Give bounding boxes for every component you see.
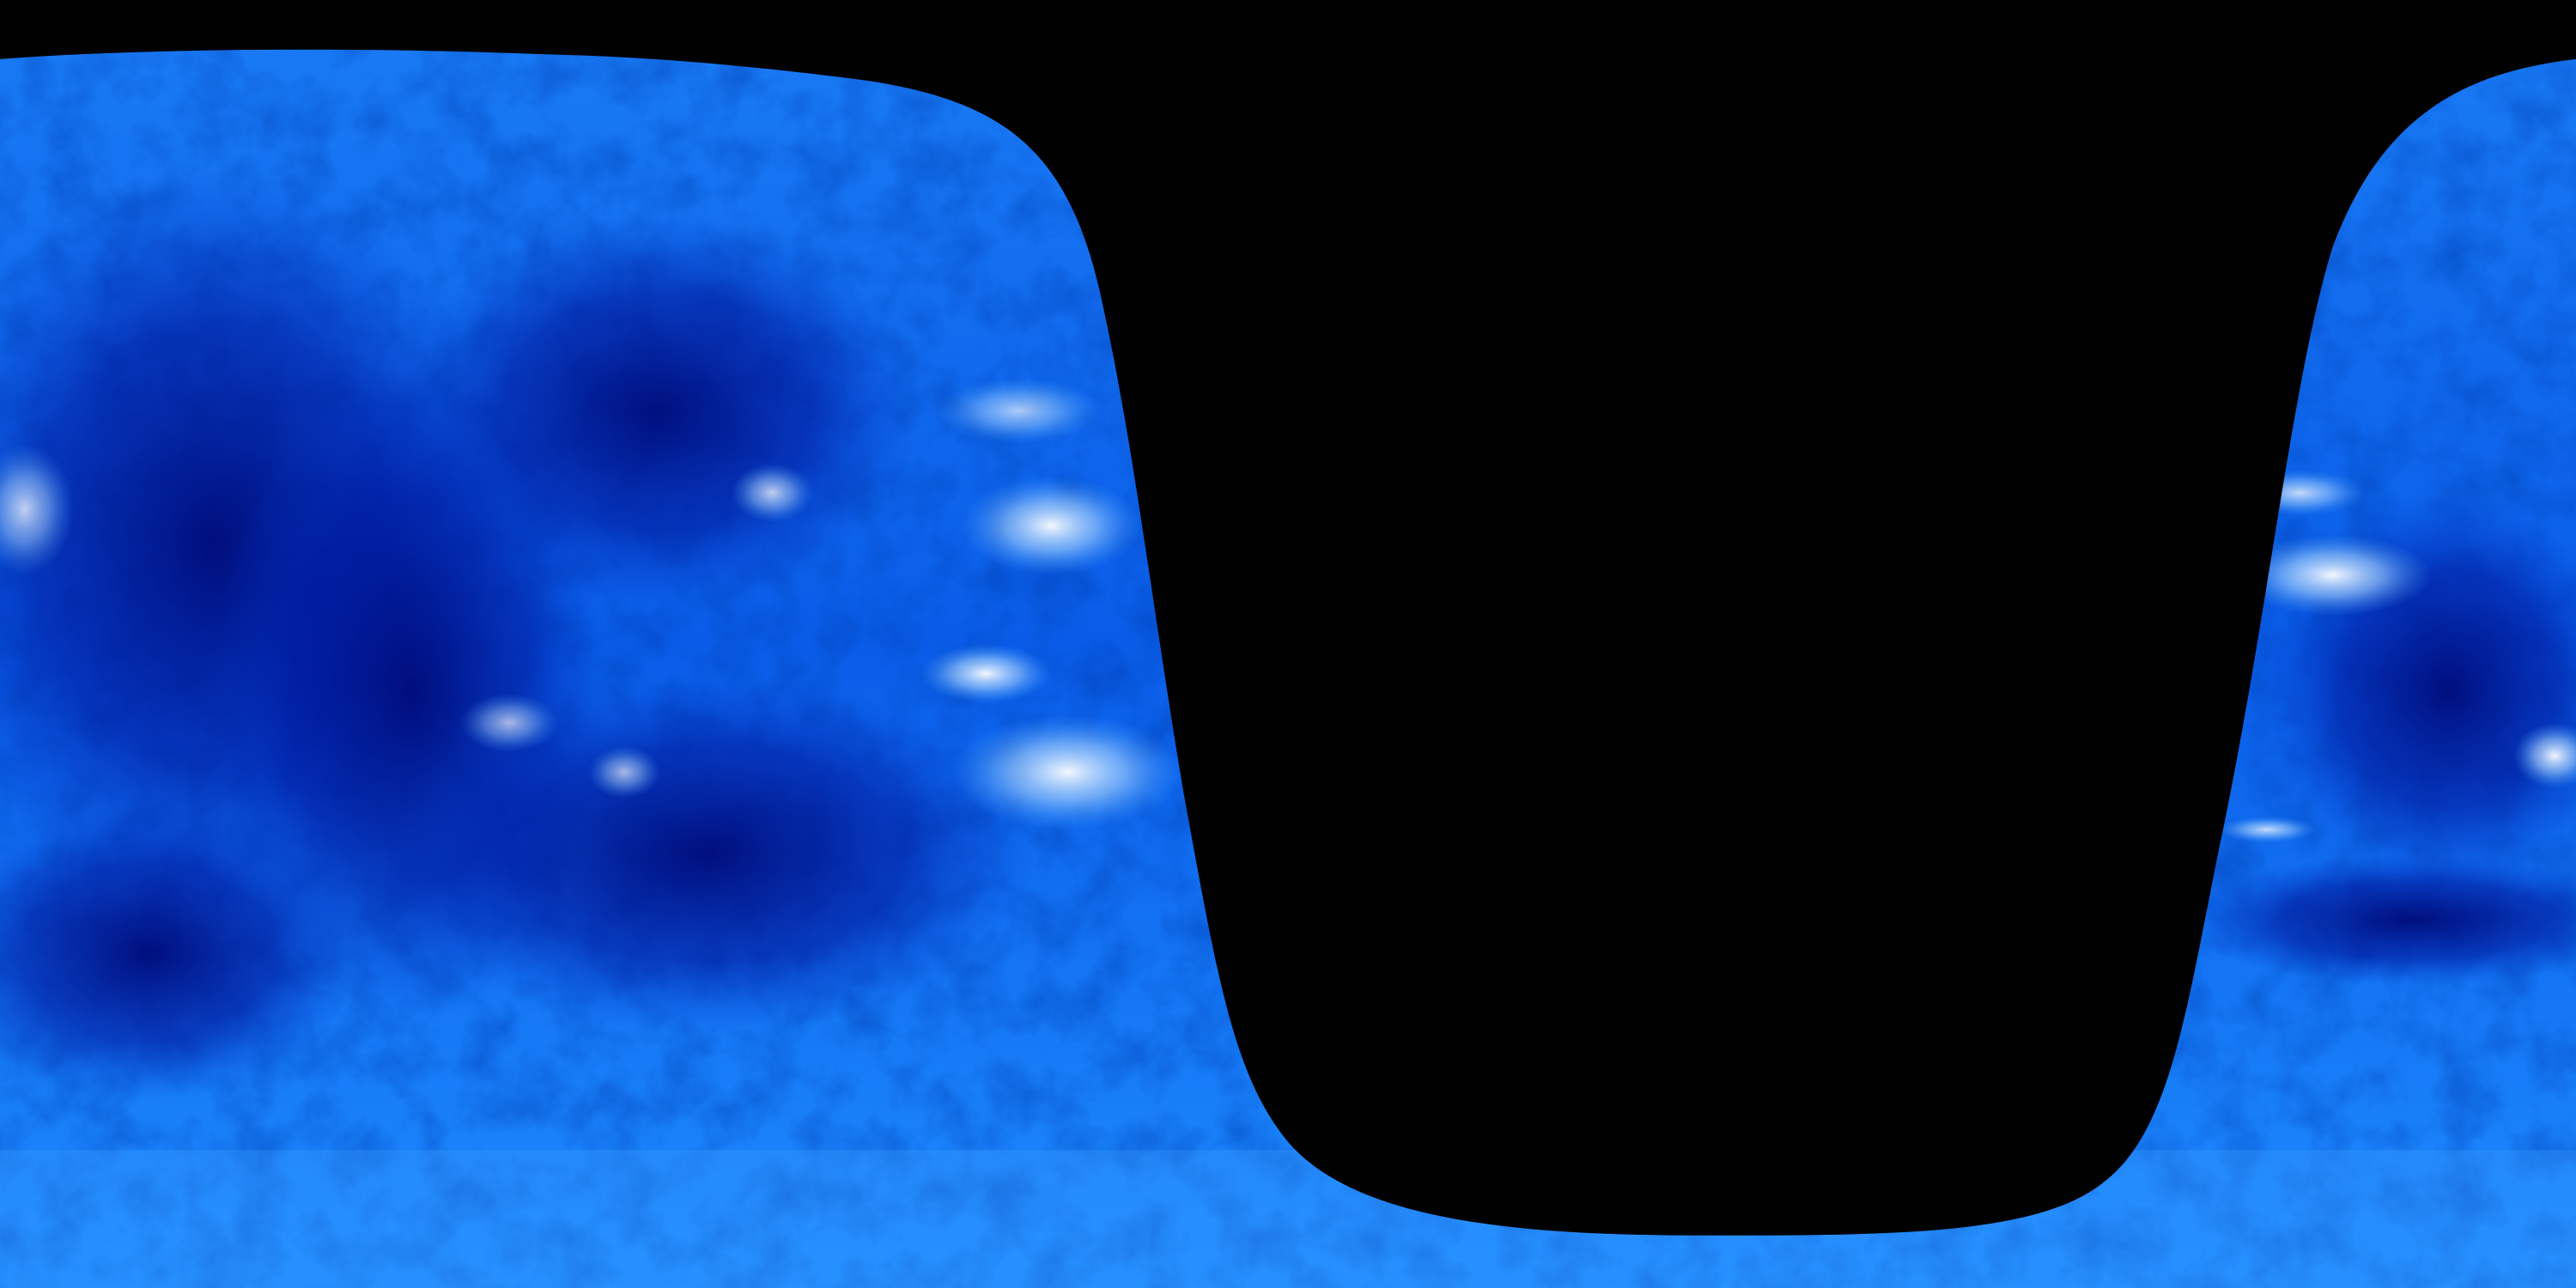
bright-regions bbox=[0, 378, 2576, 843]
dark-regions bbox=[0, 164, 2576, 1101]
polar-haze bbox=[0, 1150, 2576, 1288]
data-gap-region bbox=[0, 0, 2576, 1236]
